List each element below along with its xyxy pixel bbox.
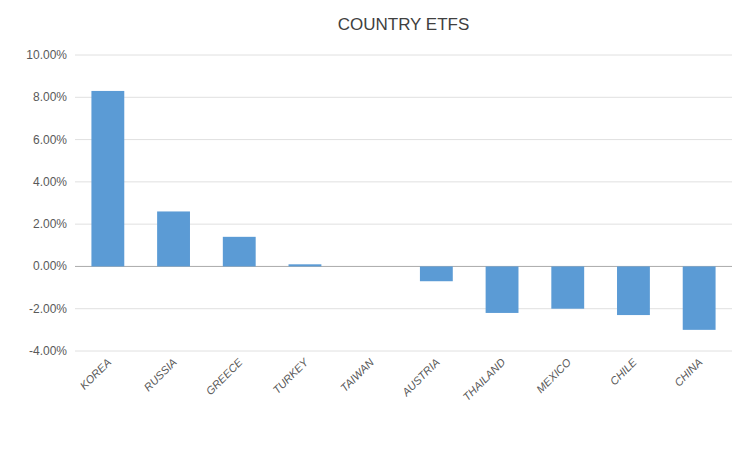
grid-line xyxy=(75,97,732,98)
x-tick-label: CHINA xyxy=(672,356,705,389)
y-tick-label: 8.00% xyxy=(33,90,67,104)
x-tick-label: GREECE xyxy=(203,355,245,397)
grid-line xyxy=(75,139,732,140)
x-tick-label: TAIWAN xyxy=(338,356,376,394)
y-tick-label: 6.00% xyxy=(33,133,67,147)
chart-container: COUNTRY ETFS -4.00% -2.00% 0.00% 2.00% 4.00% 6… xyxy=(0,0,752,451)
y-tick-label: 0.00% xyxy=(33,259,67,273)
grid-line xyxy=(75,181,732,182)
chart-title: COUNTRY ETFS xyxy=(338,15,470,34)
y-tick-label: 4.00% xyxy=(33,175,67,189)
y-tick-label: 10.00% xyxy=(26,48,67,62)
bar xyxy=(289,264,322,266)
bar xyxy=(683,266,716,329)
bar xyxy=(157,211,190,266)
y-tick-label: -2.00% xyxy=(29,302,67,316)
bar xyxy=(91,91,124,266)
bar xyxy=(223,237,256,267)
chart-svg: COUNTRY ETFS -4.00% -2.00% 0.00% 2.00% 4.00% 6… xyxy=(0,0,752,451)
x-tick-label: MEXICO xyxy=(534,356,573,395)
x-tick-label: CHILE xyxy=(607,355,639,387)
bar xyxy=(420,266,453,281)
y-tick-label: -4.00% xyxy=(29,344,67,358)
grid-line xyxy=(75,55,732,56)
bars xyxy=(91,91,715,330)
x-tick-label: THAILAND xyxy=(461,356,508,403)
grid xyxy=(75,55,732,351)
y-tick-label: 2.00% xyxy=(33,217,67,231)
x-tick-label: RUSSIA xyxy=(142,356,179,393)
grid-line xyxy=(75,351,732,352)
bar xyxy=(617,266,650,315)
x-tick-label: KOREA xyxy=(78,356,114,392)
x-tick-label: TURKEY xyxy=(270,355,311,396)
bar xyxy=(486,266,519,313)
x-tick-label: AUSTRIA xyxy=(399,356,442,399)
bar xyxy=(354,266,387,267)
bar xyxy=(551,266,584,308)
